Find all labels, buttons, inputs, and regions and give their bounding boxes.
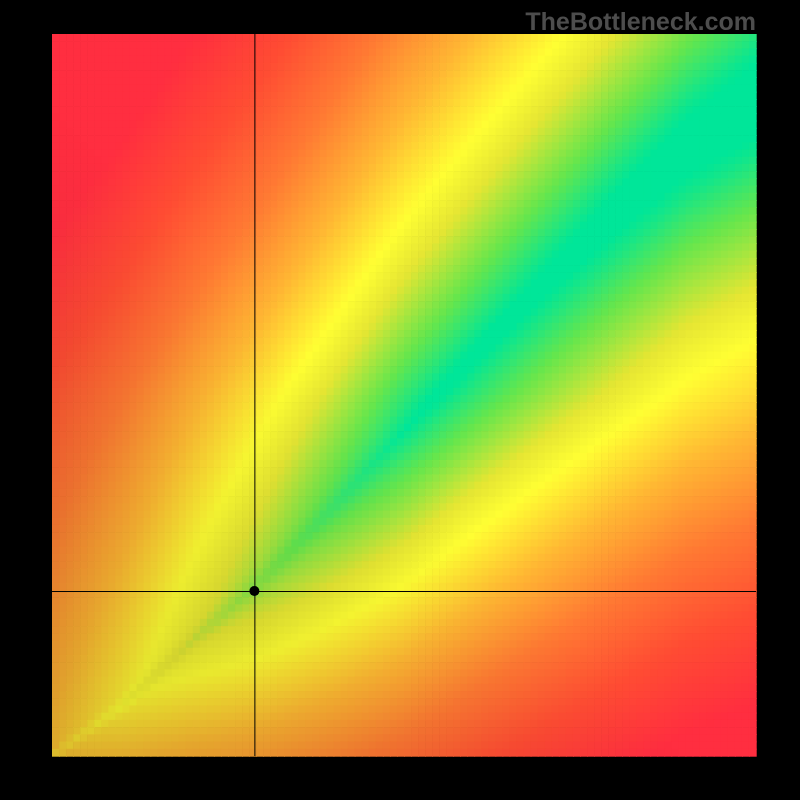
chart-container: TheBottleneck.com bbox=[0, 0, 800, 800]
bottleneck-heatmap bbox=[0, 0, 800, 800]
watermark-text: TheBottleneck.com bbox=[525, 8, 756, 37]
